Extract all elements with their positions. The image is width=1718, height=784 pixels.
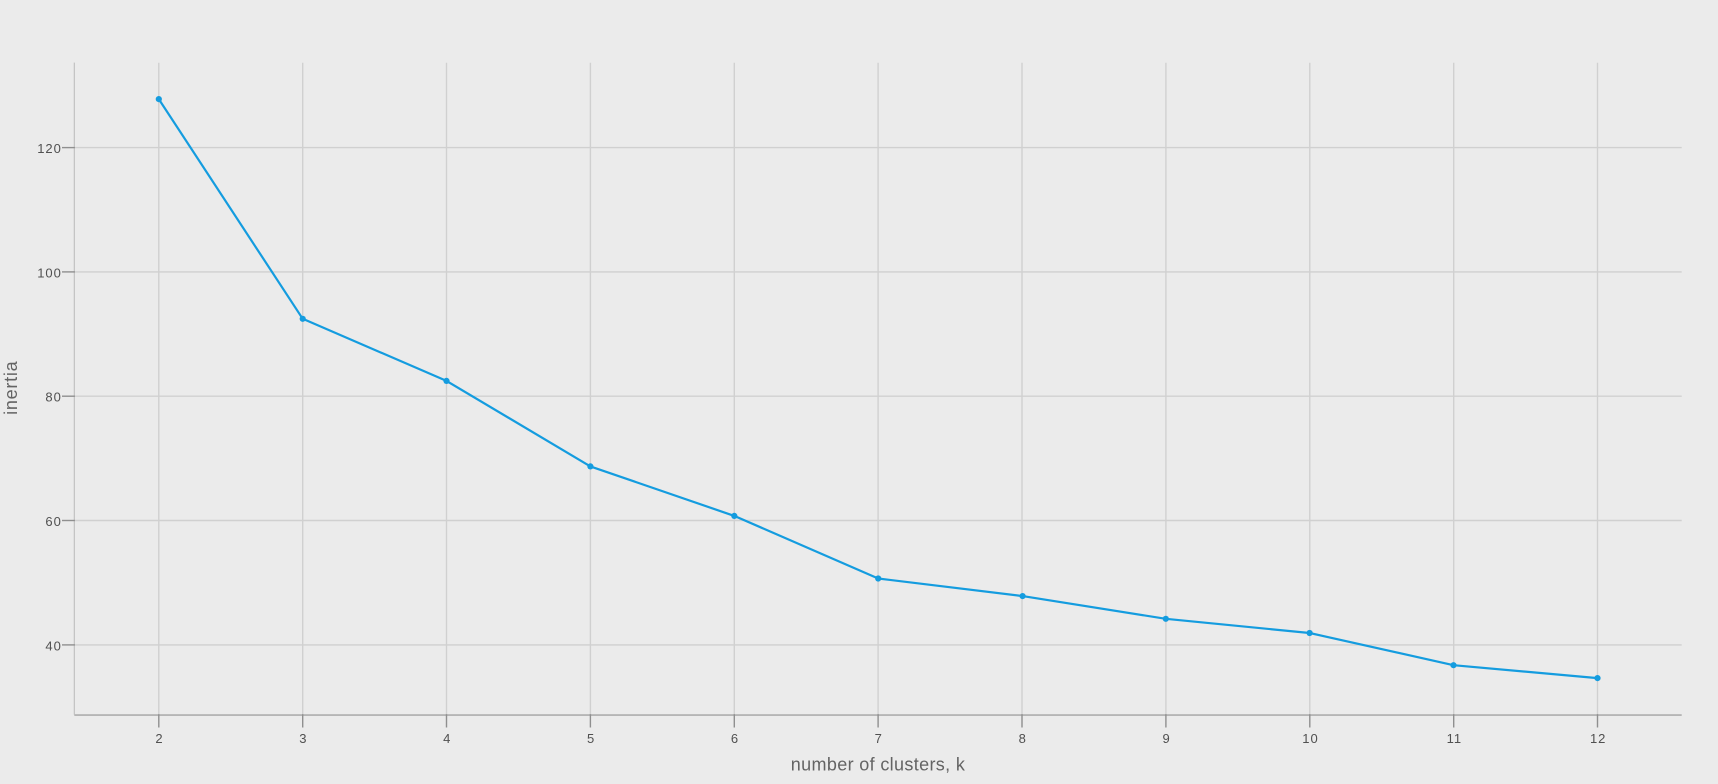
svg-text:number of clusters, k: number of clusters, k [791,755,966,775]
svg-text:120: 120 [37,141,62,156]
svg-text:9: 9 [1162,731,1170,746]
svg-text:4: 4 [443,731,451,746]
svg-text:100: 100 [37,265,62,280]
svg-text:10: 10 [1302,731,1318,746]
svg-text:7: 7 [875,731,883,746]
svg-text:8: 8 [1019,731,1027,746]
svg-text:40: 40 [45,638,61,653]
svg-text:60: 60 [45,514,61,529]
svg-text:11: 11 [1447,731,1463,746]
svg-text:6: 6 [731,731,739,746]
svg-text:inertia: inertia [1,360,21,415]
svg-text:3: 3 [299,731,307,746]
svg-text:5: 5 [587,731,595,746]
svg-text:12: 12 [1590,731,1606,746]
svg-text:80: 80 [45,390,61,405]
svg-text:2: 2 [155,731,163,746]
